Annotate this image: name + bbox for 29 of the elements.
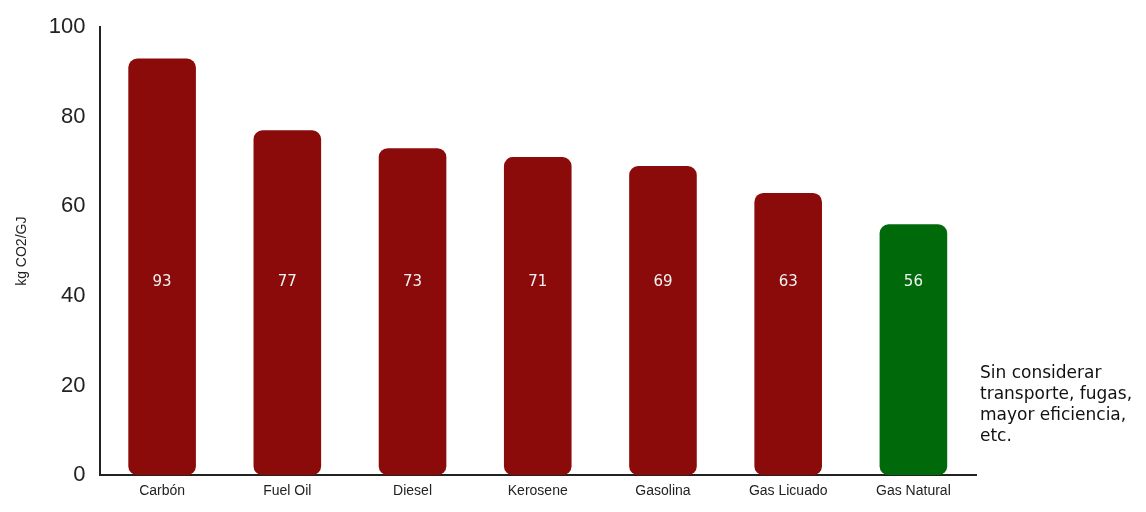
- data-label: 73: [402, 272, 423, 291]
- y-tick-label: 100: [48, 13, 86, 39]
- y-tick-label: 0: [73, 461, 86, 487]
- y-axis-title: kg CO2/GJ: [13, 216, 30, 286]
- x-tick-label: Gas Natural: [876, 482, 951, 499]
- data-label: 93: [152, 272, 172, 291]
- data-label: 69: [653, 272, 673, 291]
- bar: [128, 58, 196, 476]
- y-tick-label: 20: [61, 371, 86, 397]
- x-tick-label: Fuel Oil: [263, 482, 312, 499]
- bar: [629, 166, 697, 476]
- y-tick-label: 60: [61, 192, 86, 218]
- bar: [879, 224, 948, 476]
- bar: [754, 192, 822, 476]
- bar: [503, 157, 572, 476]
- data-label: 71: [528, 272, 548, 291]
- data-label: 63: [778, 272, 798, 291]
- bar: [378, 148, 447, 476]
- x-tick-label: Gasolina: [635, 482, 691, 499]
- x-tick-label: Carbón: [139, 482, 186, 499]
- y-tick-label: 80: [61, 102, 86, 128]
- text: Sin considerar transporte, fugas, mayor eficiencia, etc.: [980, 362, 1134, 446]
- x-tick-label: Diesel: [393, 482, 432, 499]
- x-tick-label: Gas Licuado: [748, 482, 828, 499]
- data-label: 56: [903, 272, 923, 291]
- data-label: 77: [277, 272, 297, 291]
- bar: [253, 130, 322, 476]
- y-tick-label: 40: [61, 282, 86, 308]
- x-tick-label: Kerosene: [507, 482, 568, 499]
